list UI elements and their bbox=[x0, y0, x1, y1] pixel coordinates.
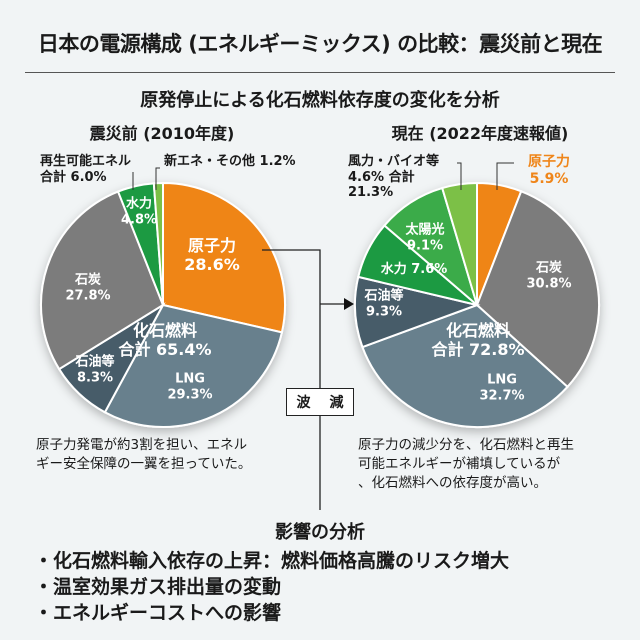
label-new-energy-before: 新エネ・その他 1.2% bbox=[164, 154, 296, 169]
label-hydro-now: 水力 7.6% bbox=[380, 262, 448, 278]
label-lng-before: LNG 29.3% bbox=[167, 371, 213, 402]
label-nuclear-before: 原子力 28.6% bbox=[184, 235, 240, 274]
label-lng-now: LNG 32.7% bbox=[479, 372, 525, 403]
pie-slice-原子力 bbox=[162, 181, 286, 334]
pie-now bbox=[354, 181, 600, 428]
impact-item: ・エネルギーコストへの影響 bbox=[34, 602, 282, 624]
label-oil-before: 石油等 8.3% bbox=[75, 354, 115, 385]
label-wind-now: 風力・バイオ等 4.6% 合計 21.3% bbox=[348, 154, 440, 201]
label-solar-now: 太陽光 9.1% bbox=[405, 222, 445, 253]
note-now: 原子力の減少分を、化石燃料と再生 可能エネルギーが補填しているが 、化石燃料への依存… bbox=[358, 437, 574, 491]
page-subtitle: 原発停止による化石燃料依存度の変化を分析 bbox=[140, 90, 500, 111]
note-before: 原子力発電が約3割を担い、エネル ギー安全保障の一翼を担っていた。 bbox=[36, 437, 252, 472]
label-renewables-before: 再生可能エネル 合計 6.0% bbox=[40, 154, 132, 185]
pie-slice-新エネ・その他 bbox=[152, 181, 164, 306]
page-title: 日本の電源構成 (エネルギーミックス) の比較：震災前と現在 bbox=[37, 32, 603, 56]
impact-title: 影響の分析 bbox=[275, 522, 365, 543]
impact-item: ・温室効果ガス排出量の変動 bbox=[34, 576, 282, 598]
pie-before bbox=[40, 181, 286, 428]
label-fossil-now: 化石燃料 合計 72.8% bbox=[431, 320, 525, 359]
arrow-right-icon bbox=[344, 298, 354, 310]
impact-item: ・化石燃料輸入依存の上昇：燃料価格高騰のリスク増大 bbox=[34, 550, 510, 572]
left-chart-title: 震災前 (2010年度) bbox=[89, 124, 235, 143]
pie-slice-LNG bbox=[361, 303, 569, 428]
divider bbox=[25, 72, 615, 73]
label-coal-before: 石炭 27.8% bbox=[65, 272, 111, 303]
box-char: 波 bbox=[296, 395, 311, 411]
box-char: 減 bbox=[329, 395, 344, 411]
label-oil-now: 石油等 9.3% bbox=[364, 288, 404, 319]
label-hydro-before: 水力 4.8% bbox=[120, 196, 158, 227]
connector bbox=[262, 249, 344, 510]
pie-slice-LNG bbox=[103, 303, 284, 428]
label-coal-now: 石炭 30.8% bbox=[526, 260, 572, 291]
label-fossil-before: 化石燃料 合計 65.4% bbox=[118, 320, 212, 359]
leader-lines bbox=[132, 162, 514, 190]
right-chart-title: 現在 (2022年度速報値) bbox=[391, 124, 569, 143]
pie-slice-風力・バイオ等 bbox=[440, 181, 478, 306]
pie-slice-石炭 bbox=[40, 190, 165, 371]
pie-slice-石炭 bbox=[475, 189, 600, 389]
decrease-box: 波減 bbox=[286, 388, 354, 416]
label-nuclear-now: 原子力 5.9% bbox=[528, 154, 570, 187]
